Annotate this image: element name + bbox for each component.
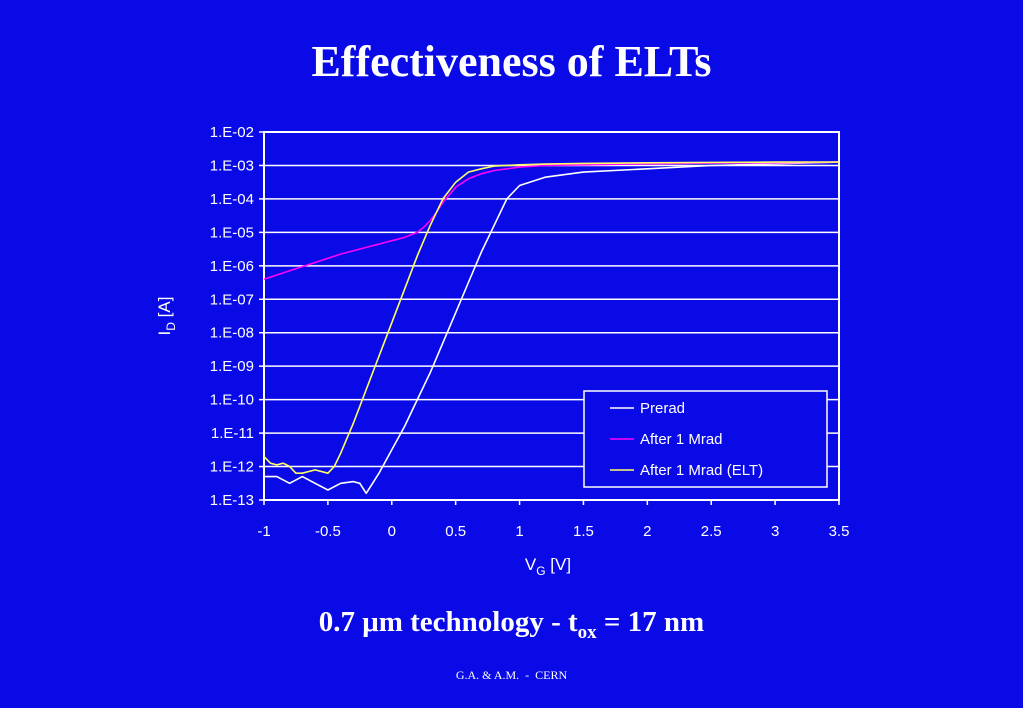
- x-axis-title-main: V: [525, 555, 537, 574]
- x-axis-title-sub: G: [536, 564, 545, 578]
- series-line-after-1-mrad-elt: [263, 161, 839, 475]
- y-tick-label: 1.E-08: [210, 325, 254, 342]
- y-axis-title-rest: [A]: [155, 297, 174, 323]
- y-tick-label: 1.E-10: [210, 392, 254, 409]
- y-tick-label: 1.E-09: [210, 358, 254, 375]
- subtitle: 0.7 μm technology - tox = 17 nm: [0, 604, 1023, 651]
- x-tick-label: 3: [771, 523, 779, 540]
- x-axis: -1 -0.5 0 0.5 1 1.5 2 2.5 3 3.5: [257, 500, 849, 540]
- y-tick-label: 1.E-11: [211, 425, 254, 442]
- legend-label-after-1-mrad: After 1 Mrad: [640, 431, 723, 448]
- y-tick-label: 1.E-06: [210, 258, 254, 275]
- y-tick-label: 1.E-02: [210, 124, 254, 141]
- y-axis: 1.E-02 1.E-03 1.E-04 1.E-05 1.E-06 1.E-07 1.E-…: [210, 124, 264, 509]
- y-axis-title: ID [A]: [155, 297, 178, 336]
- subtitle-prefix: 0.7 μm technology - t: [318, 606, 578, 638]
- y-tick-label: 1.E-04: [210, 191, 254, 208]
- x-tick-label: -1: [257, 523, 270, 540]
- legend: Prerad After 1 Mrad After 1 Mrad (ELT): [583, 390, 828, 488]
- series-line-prerad: [264, 161, 840, 495]
- footer: G.A. & A.M. - CERN: [455, 668, 568, 682]
- series-line-after-1-mrad: [263, 161, 840, 280]
- legend-label-after-1-mrad-elt: After 1 Mrad (ELT): [640, 462, 763, 479]
- subtitle-suffix: = 17 nm: [596, 606, 705, 638]
- y-axis-title-main: I: [155, 331, 174, 336]
- y-tick-label: 1.E-07: [210, 291, 254, 308]
- y-axis-title-sub: D: [164, 322, 178, 331]
- x-tick-label: 1.5: [573, 523, 594, 540]
- x-tick-label: 1: [515, 523, 523, 540]
- slide-title: Effectiveness of ELTs: [311, 37, 712, 86]
- x-tick-label: 2: [643, 523, 651, 540]
- x-tick-label: 0: [388, 523, 396, 540]
- x-axis-title: VG [V]: [525, 555, 571, 578]
- subtitle-subscript: ox: [577, 621, 597, 643]
- x-tick-label: 3.5: [829, 523, 850, 540]
- y-tick-label: 1.E-05: [210, 224, 254, 241]
- legend-label-prerad: Prerad: [640, 400, 685, 417]
- chart: 1.E-02 1.E-03 1.E-04 1.E-05 1.E-06 1.E-07 1.E-…: [155, 124, 849, 578]
- y-tick-label: 1.E-12: [210, 459, 254, 476]
- x-axis-title-rest: [V]: [546, 555, 572, 574]
- x-tick-label: -0.5: [315, 523, 341, 540]
- y-tick-label: 1.E-03: [210, 157, 254, 174]
- y-tick-label: 1.E-13: [210, 492, 254, 509]
- x-tick-label: 2.5: [701, 523, 722, 540]
- x-tick-label: 0.5: [445, 523, 466, 540]
- plot-area: [263, 131, 840, 501]
- series-lines: [263, 161, 840, 495]
